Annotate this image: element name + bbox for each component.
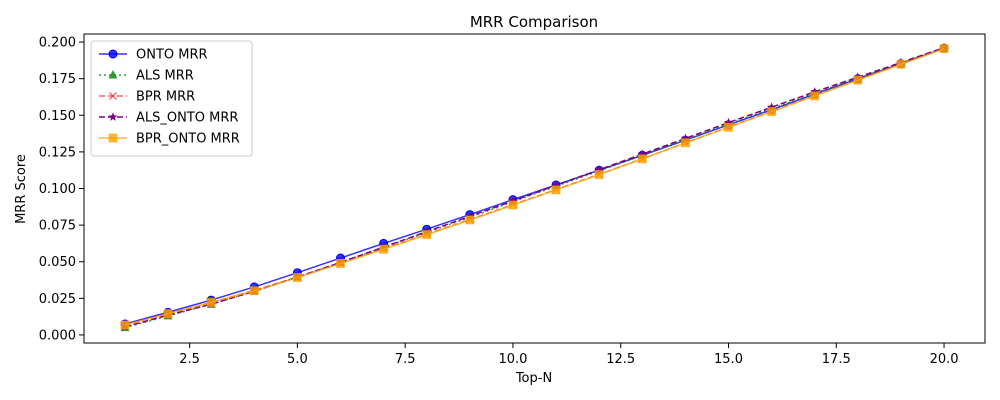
- y-tick-label: 0.200: [39, 36, 76, 51]
- series-bpr-onto-mrr: [120, 44, 949, 330]
- x-tick-label: 7.5: [395, 352, 416, 367]
- legend-marker: [108, 133, 118, 143]
- data-point: [637, 149, 647, 158]
- y-tick-label: 0.150: [39, 109, 76, 124]
- data-point: [896, 59, 906, 69]
- x-tick-label: 15.0: [714, 352, 743, 367]
- legend-box: [90, 40, 253, 157]
- legend-label: ONTO MRR: [136, 48, 208, 63]
- legend-item: BPR MRR: [99, 90, 195, 105]
- data-point: [810, 87, 820, 96]
- series-line: [124, 46, 945, 328]
- legend-label: BPR_ONTO MRR: [136, 132, 240, 147]
- data-point: [551, 185, 561, 195]
- legend-item: ONTO MRR: [99, 48, 208, 63]
- x-tick-label: 5.0: [287, 352, 308, 367]
- legend-marker: [108, 70, 118, 79]
- data-point: [336, 258, 346, 268]
- y-tick-label: 0.000: [39, 328, 76, 343]
- x-axis-label: Top-N: [515, 371, 552, 386]
- y-tick-label: 0.125: [39, 145, 76, 160]
- legend-marker: [108, 91, 118, 101]
- legend-label: ALS_ONTO MRR: [136, 111, 238, 126]
- x-tick-label: 12.5: [606, 352, 635, 367]
- legend: ONTO MRR ALS MRR BPR MRR ALS_ONTO MRR BPR_ON…: [90, 40, 253, 157]
- legend-label: BPR MRR: [136, 90, 195, 105]
- y-tick-label: 0.175: [39, 72, 76, 87]
- data-point: [508, 200, 518, 210]
- data-point: [594, 170, 604, 180]
- legend-item: BPR_ONTO MRR: [99, 132, 240, 147]
- data-point: [551, 180, 561, 190]
- data-point: [723, 122, 733, 132]
- data-point: [465, 215, 475, 225]
- y-axis-label: MRR Score: [14, 154, 29, 224]
- x-tick-label: 20.0: [930, 352, 959, 367]
- data-point: [637, 154, 647, 164]
- plot-frame: [83, 33, 986, 344]
- y-tick-label: 0.075: [39, 219, 76, 234]
- data-point: [810, 91, 820, 101]
- series-line: [124, 47, 945, 326]
- legend-marker: [108, 49, 118, 59]
- x-tick-label: 2.5: [179, 352, 200, 367]
- y-axis: 0.000 0.025 0.050 0.075 0.100 0.125 0.150 0.175…: [39, 36, 84, 343]
- chart-title: MRR Comparison: [470, 13, 598, 31]
- legend-item: ALS_ONTO MRR: [99, 111, 238, 126]
- data-point: [853, 75, 863, 85]
- legend-item: ALS MRR: [99, 69, 194, 84]
- data-point: [422, 230, 432, 240]
- data-point: [508, 196, 518, 205]
- data-point: [120, 320, 130, 330]
- y-tick-label: 0.025: [39, 292, 76, 307]
- data-point: [163, 309, 173, 319]
- data-point: [379, 244, 389, 254]
- x-tick-label: 10.0: [498, 352, 527, 367]
- legend-marker: [108, 112, 118, 121]
- data-point: [680, 138, 690, 148]
- data-point: [249, 286, 259, 296]
- x-tick-label: 17.5: [822, 352, 851, 367]
- legend-label: ALS MRR: [136, 69, 194, 84]
- data-point: [767, 107, 777, 117]
- series-layer: [120, 42, 949, 332]
- data-point: [939, 44, 949, 54]
- data-point: [723, 117, 734, 127]
- y-tick-label: 0.100: [39, 182, 76, 197]
- data-point: [594, 164, 604, 174]
- data-point: [680, 133, 690, 143]
- x-axis: 2.5 5.0 7.5 10.0 12.5 15.0 17.5 20.0: [179, 343, 959, 367]
- data-point: [767, 102, 777, 112]
- y-tick-label: 0.050: [39, 255, 76, 270]
- data-point: [206, 297, 216, 307]
- data-point: [292, 273, 302, 283]
